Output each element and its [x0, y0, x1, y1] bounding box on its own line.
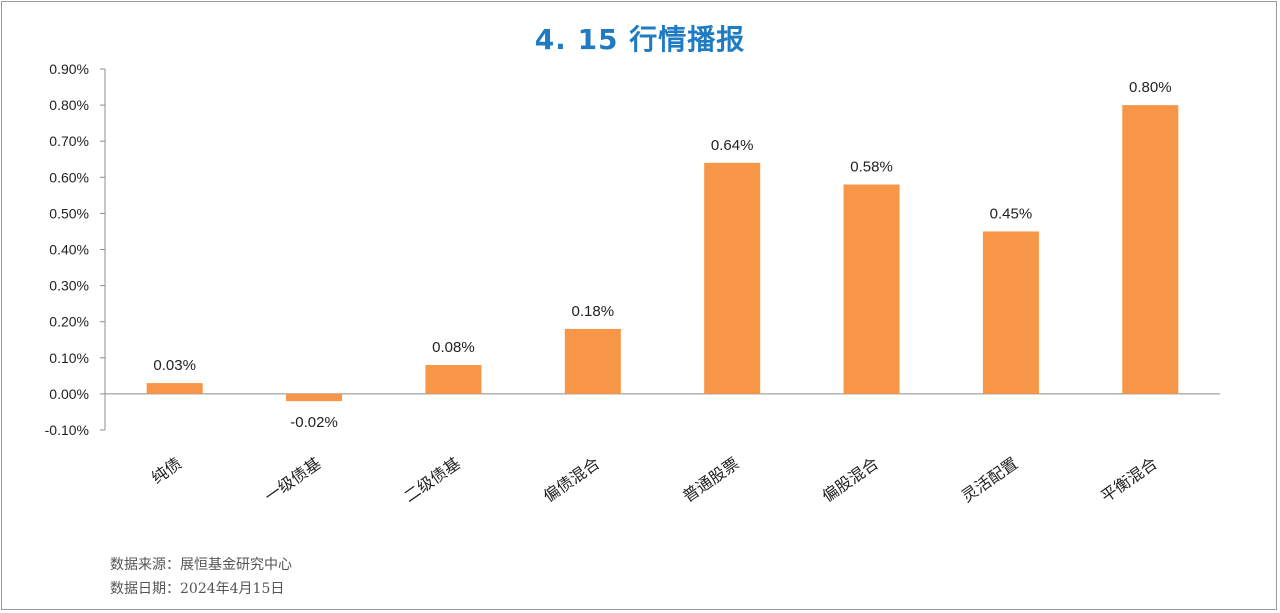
- bar: [286, 393, 343, 402]
- bar: [146, 383, 203, 394]
- category-label: 偏债混合: [540, 454, 603, 506]
- data-label: 0.64%: [711, 137, 754, 154]
- category-label: 平衡混合: [1097, 454, 1160, 506]
- y-tick-label: 0.20%: [49, 314, 89, 330]
- bar: [564, 328, 621, 394]
- data-label: 0.08%: [432, 339, 475, 356]
- y-tick-label: 0.70%: [49, 133, 89, 149]
- y-tick-label: 0.60%: [49, 169, 89, 185]
- y-tick-label: 0.30%: [49, 278, 89, 294]
- data-label: 0.80%: [1129, 79, 1172, 96]
- category-label: 偏股混合: [819, 454, 882, 506]
- bar: [1122, 105, 1179, 394]
- bar: [982, 231, 1039, 394]
- data-label: 0.45%: [990, 205, 1033, 222]
- category-label: 一级债基: [261, 454, 324, 506]
- chart-title: 4. 15 行情播报: [534, 23, 746, 56]
- data-label: 0.03%: [153, 357, 196, 374]
- y-tick-label: 0.40%: [49, 242, 89, 258]
- footer-source: 数据来源：展恒基金研究中心: [110, 557, 292, 573]
- bar: [425, 365, 482, 394]
- footer-date: 数据日期：2024年4月15日: [110, 581, 285, 597]
- data-label: 0.58%: [850, 159, 893, 176]
- y-tick-label: 0.90%: [49, 61, 89, 77]
- bar: [843, 184, 900, 394]
- y-tick-label: 0.10%: [49, 350, 89, 366]
- data-label: -0.02%: [290, 414, 338, 431]
- category-label: 灵活配置: [958, 454, 1021, 506]
- category-label: 普通股票: [679, 454, 742, 506]
- data-label: 0.18%: [572, 303, 615, 320]
- y-tick-label: -0.10%: [45, 422, 89, 438]
- category-label: 纯债: [148, 454, 185, 488]
- category-label: 二级债基: [400, 454, 463, 506]
- y-tick-label: 0.00%: [49, 386, 89, 402]
- bar: [704, 162, 761, 394]
- y-tick-label: 0.80%: [49, 97, 89, 113]
- y-tick-label: 0.50%: [49, 205, 89, 221]
